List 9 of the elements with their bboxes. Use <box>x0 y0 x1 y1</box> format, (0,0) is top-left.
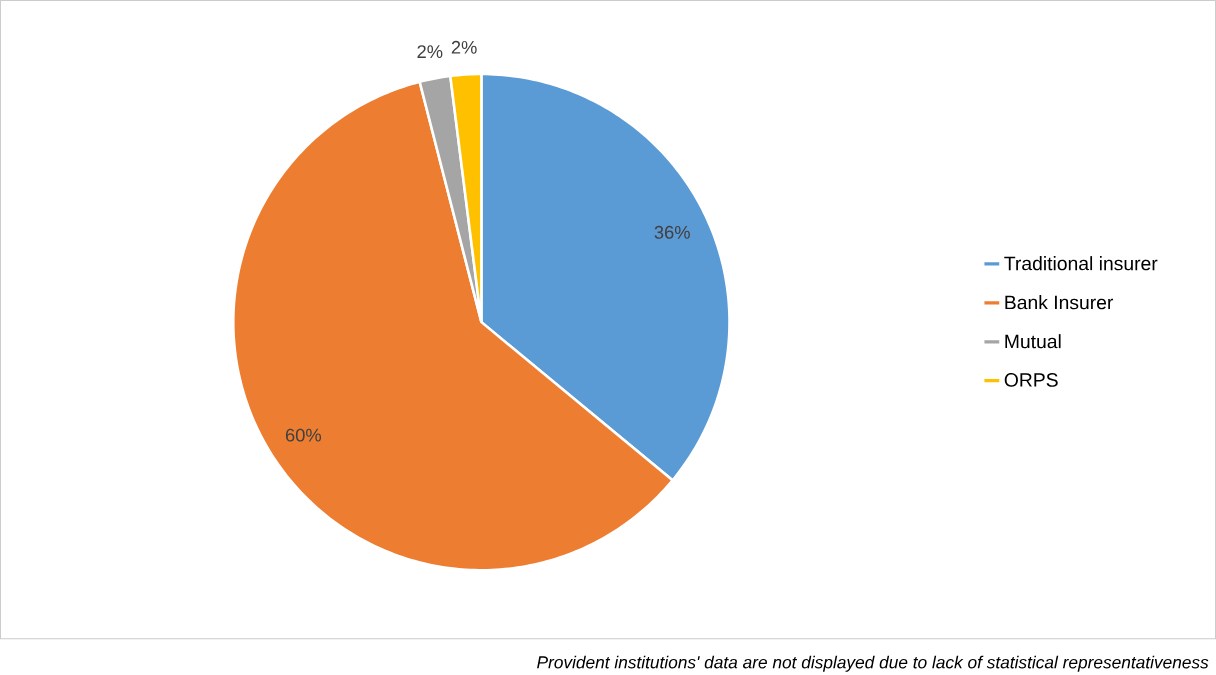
legend-label: Mutual <box>1005 334 1061 349</box>
legend-label: Bank Insurer <box>1005 295 1114 310</box>
legend-label: ORPS <box>1004 373 1058 387</box>
text: Provident institutions' data are not displayed due to lack of statistical representativeness <box>537 655 1209 672</box>
legend-label: Traditional insurer <box>1004 256 1158 271</box>
data-label: 2% <box>451 40 477 54</box>
data-label: 60% <box>285 428 322 442</box>
data-label: 2% <box>417 45 443 58</box>
data-label: 36% <box>654 225 690 239</box>
